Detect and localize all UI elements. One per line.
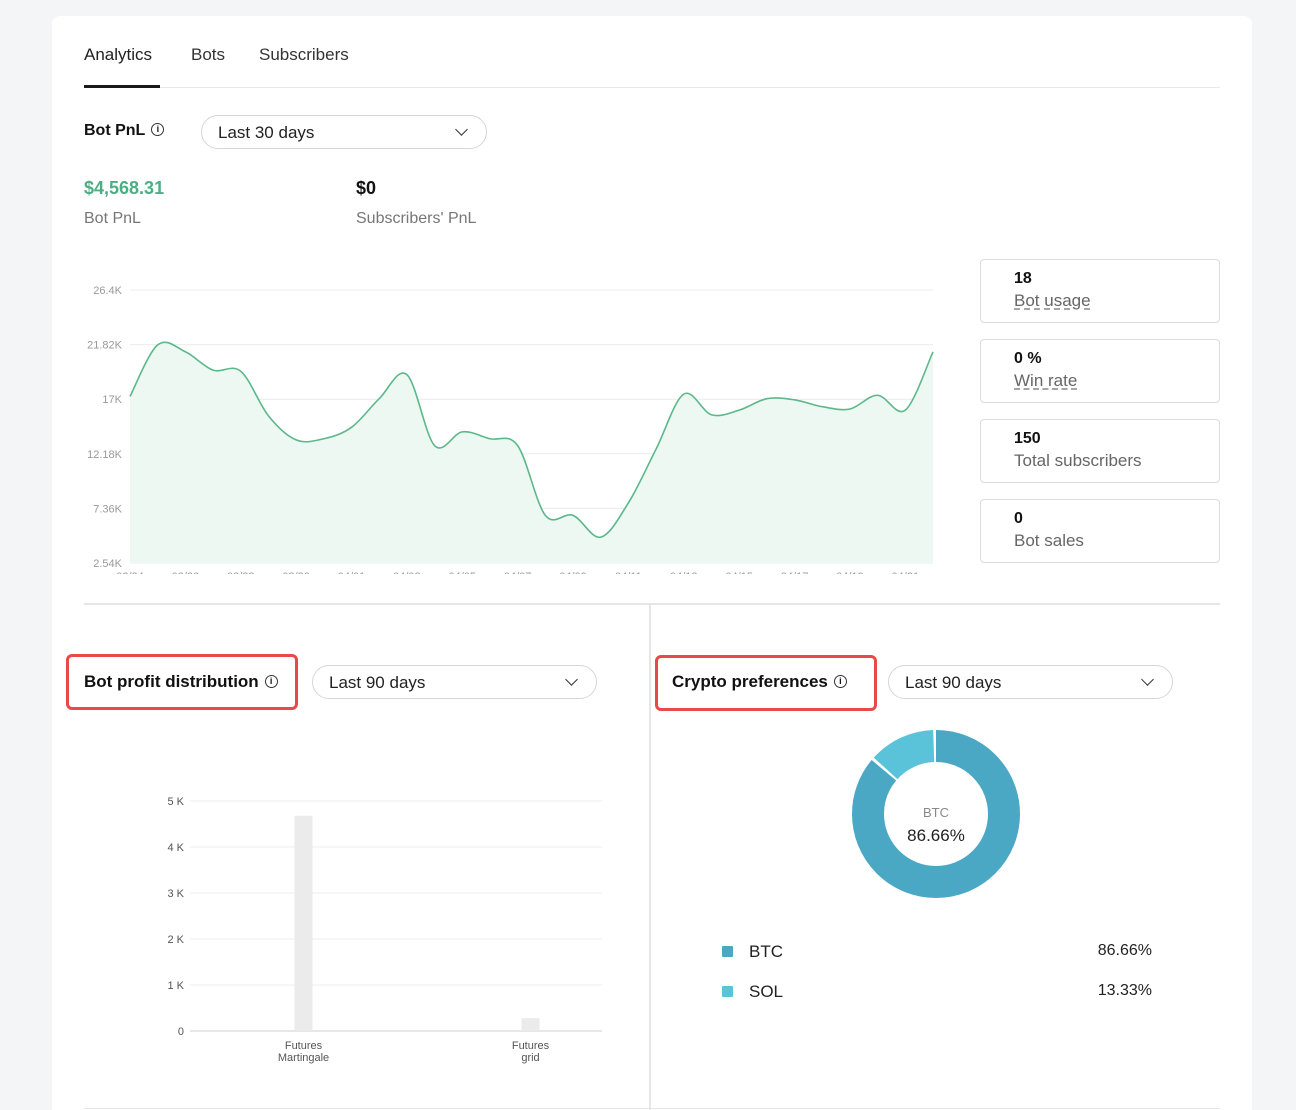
column-divider xyxy=(649,605,651,1110)
x-tick-label: grid xyxy=(521,1052,539,1064)
bot-pnl-label: Bot PnL xyxy=(84,210,141,227)
x-tick-label: Martingale xyxy=(278,1052,329,1064)
tab-bar: Analytics Bots Subscribers xyxy=(84,16,1220,88)
x-tick-label: Futures xyxy=(285,1040,323,1052)
x-tick-label: 04/15 xyxy=(725,571,753,574)
subscribers-pnl-value: $0 xyxy=(356,178,377,198)
y-tick-label: 17K xyxy=(102,394,122,406)
select-value: Last 30 days xyxy=(218,123,315,142)
x-tick-label: 03/28 xyxy=(227,571,255,574)
tab-analytics[interactable]: Analytics xyxy=(84,45,153,64)
pnl-line xyxy=(129,341,934,538)
y-tick-label: 21.82K xyxy=(87,340,123,352)
area-fill xyxy=(130,342,933,563)
info-icon[interactable]: i xyxy=(264,675,278,689)
info-icon[interactable]: i xyxy=(833,675,847,689)
stat-value: 0 % xyxy=(1014,350,1042,367)
bot-profit-bar-chart: 5 K4 K3 K2 K1 K0FuturesMartingaleFutures… xyxy=(167,796,602,1064)
x-tick-label: 04/21 xyxy=(892,571,920,574)
info-icon[interactable]: i xyxy=(151,123,165,137)
x-tick-label: 04/17 xyxy=(781,571,809,574)
x-tick-label: Futures xyxy=(512,1040,550,1052)
stat-value: 0 xyxy=(1014,510,1023,527)
bot-pnl-heading: Bot PnL i xyxy=(84,122,165,140)
chevron-down-icon xyxy=(565,673,578,686)
crypto-preferences-range-select[interactable]: Last 90 days xyxy=(888,665,1173,699)
x-tick-label: 04/01 xyxy=(338,571,366,574)
profit-distribution-range-select[interactable]: Last 90 days xyxy=(312,665,597,699)
section-divider xyxy=(84,603,1220,605)
stat-total-subscribers: 150 Total subscribers xyxy=(980,419,1220,483)
stat-value: 18 xyxy=(1014,270,1032,287)
y-tick-label: 26.4K xyxy=(93,285,122,297)
bot-pnl-value: $4,568.31 xyxy=(84,178,165,198)
stat-bot-sales: 0 Bot sales xyxy=(980,499,1220,563)
y-tick-label: 4 K xyxy=(167,842,184,854)
legend-percent: 13.33% xyxy=(1097,982,1152,999)
stat-bot-usage: 18 Bot usage xyxy=(980,259,1220,323)
select-value: Last 90 days xyxy=(329,673,426,692)
x-tick-label: 04/03 xyxy=(393,571,421,574)
legend-swatch xyxy=(722,946,733,957)
tab-subscribers[interactable]: Subscribers xyxy=(259,45,349,64)
active-tab-indicator xyxy=(84,85,160,88)
stat-label: Total subscribers xyxy=(1014,451,1142,470)
bot-pnl-range-select[interactable]: Last 30 days xyxy=(201,115,487,149)
y-tick-label: 12.18K xyxy=(87,449,123,461)
crypto-preferences-heading: Crypto preferences i xyxy=(672,672,847,692)
profit-distribution-title: Bot profit distribution xyxy=(84,672,259,691)
highlight-box xyxy=(66,654,298,710)
legend-percent: 86.66% xyxy=(1097,942,1152,959)
legend-swatch xyxy=(722,986,733,997)
legend-name: BTC xyxy=(749,942,783,961)
bot-pnl-line-chart: 26.4K 21.82K 17K 12.18K 7.36K 2.54K03/24 03/26… xyxy=(87,285,934,574)
bot-pnl-title: Bot PnL xyxy=(84,122,146,139)
highlight-box xyxy=(655,655,877,711)
bar xyxy=(294,815,313,1031)
donut-center-label: BTC xyxy=(923,805,949,820)
x-tick-label: 04/05 xyxy=(449,571,477,574)
stat-win-rate: 0 % Win rate xyxy=(980,339,1220,403)
x-tick-label: 04/19 xyxy=(836,571,864,574)
legend-item-sol: SOL 13.33% xyxy=(722,980,1152,1004)
tab-bots[interactable]: Bots xyxy=(191,45,226,64)
chevron-down-icon xyxy=(1141,673,1154,686)
x-tick-label: 03/30 xyxy=(282,571,310,574)
legend-item-btc: BTC 86.66% xyxy=(722,940,1152,964)
x-tick-label: 04/11 xyxy=(615,571,642,574)
y-tick-label: 2.54K xyxy=(93,558,122,570)
y-tick-label: 0 xyxy=(178,1026,184,1038)
x-tick-label: 04/13 xyxy=(670,571,698,574)
y-tick-label: 5 K xyxy=(167,796,184,808)
subscribers-pnl-label: Subscribers' PnL xyxy=(356,210,477,227)
crypto-donut-chart: BTC 86.66% xyxy=(852,730,1020,898)
bottom-divider xyxy=(84,1108,1220,1109)
select-value: Last 90 days xyxy=(905,673,1002,692)
profit-distribution-heading: Bot profit distribution i xyxy=(84,672,278,692)
x-tick-label: 03/24 xyxy=(116,571,144,574)
donut-center-value: 86.66% xyxy=(907,826,965,845)
stat-label: Bot sales xyxy=(1014,531,1084,550)
y-tick-label: 7.36K xyxy=(93,503,122,515)
x-tick-label: 04/09 xyxy=(559,571,587,574)
x-tick-label: 04/07 xyxy=(504,571,532,574)
bar xyxy=(521,1018,540,1031)
y-tick-label: 1 K xyxy=(167,980,184,992)
stat-label[interactable]: Bot usage xyxy=(1014,291,1091,310)
y-tick-label: 3 K xyxy=(167,888,184,900)
crypto-preferences-title: Crypto preferences xyxy=(672,672,828,691)
chevron-down-icon xyxy=(455,123,468,136)
analytics-card: Analytics Bots Subscribers Bot PnL i Last… xyxy=(52,16,1252,1110)
stat-label[interactable]: Win rate xyxy=(1014,371,1078,390)
stat-value: 150 xyxy=(1014,430,1041,447)
donut-slice xyxy=(852,730,1020,898)
y-tick-label: 2 K xyxy=(167,934,184,946)
legend-name: SOL xyxy=(749,982,784,1001)
x-tick-label: 03/26 xyxy=(172,571,200,574)
